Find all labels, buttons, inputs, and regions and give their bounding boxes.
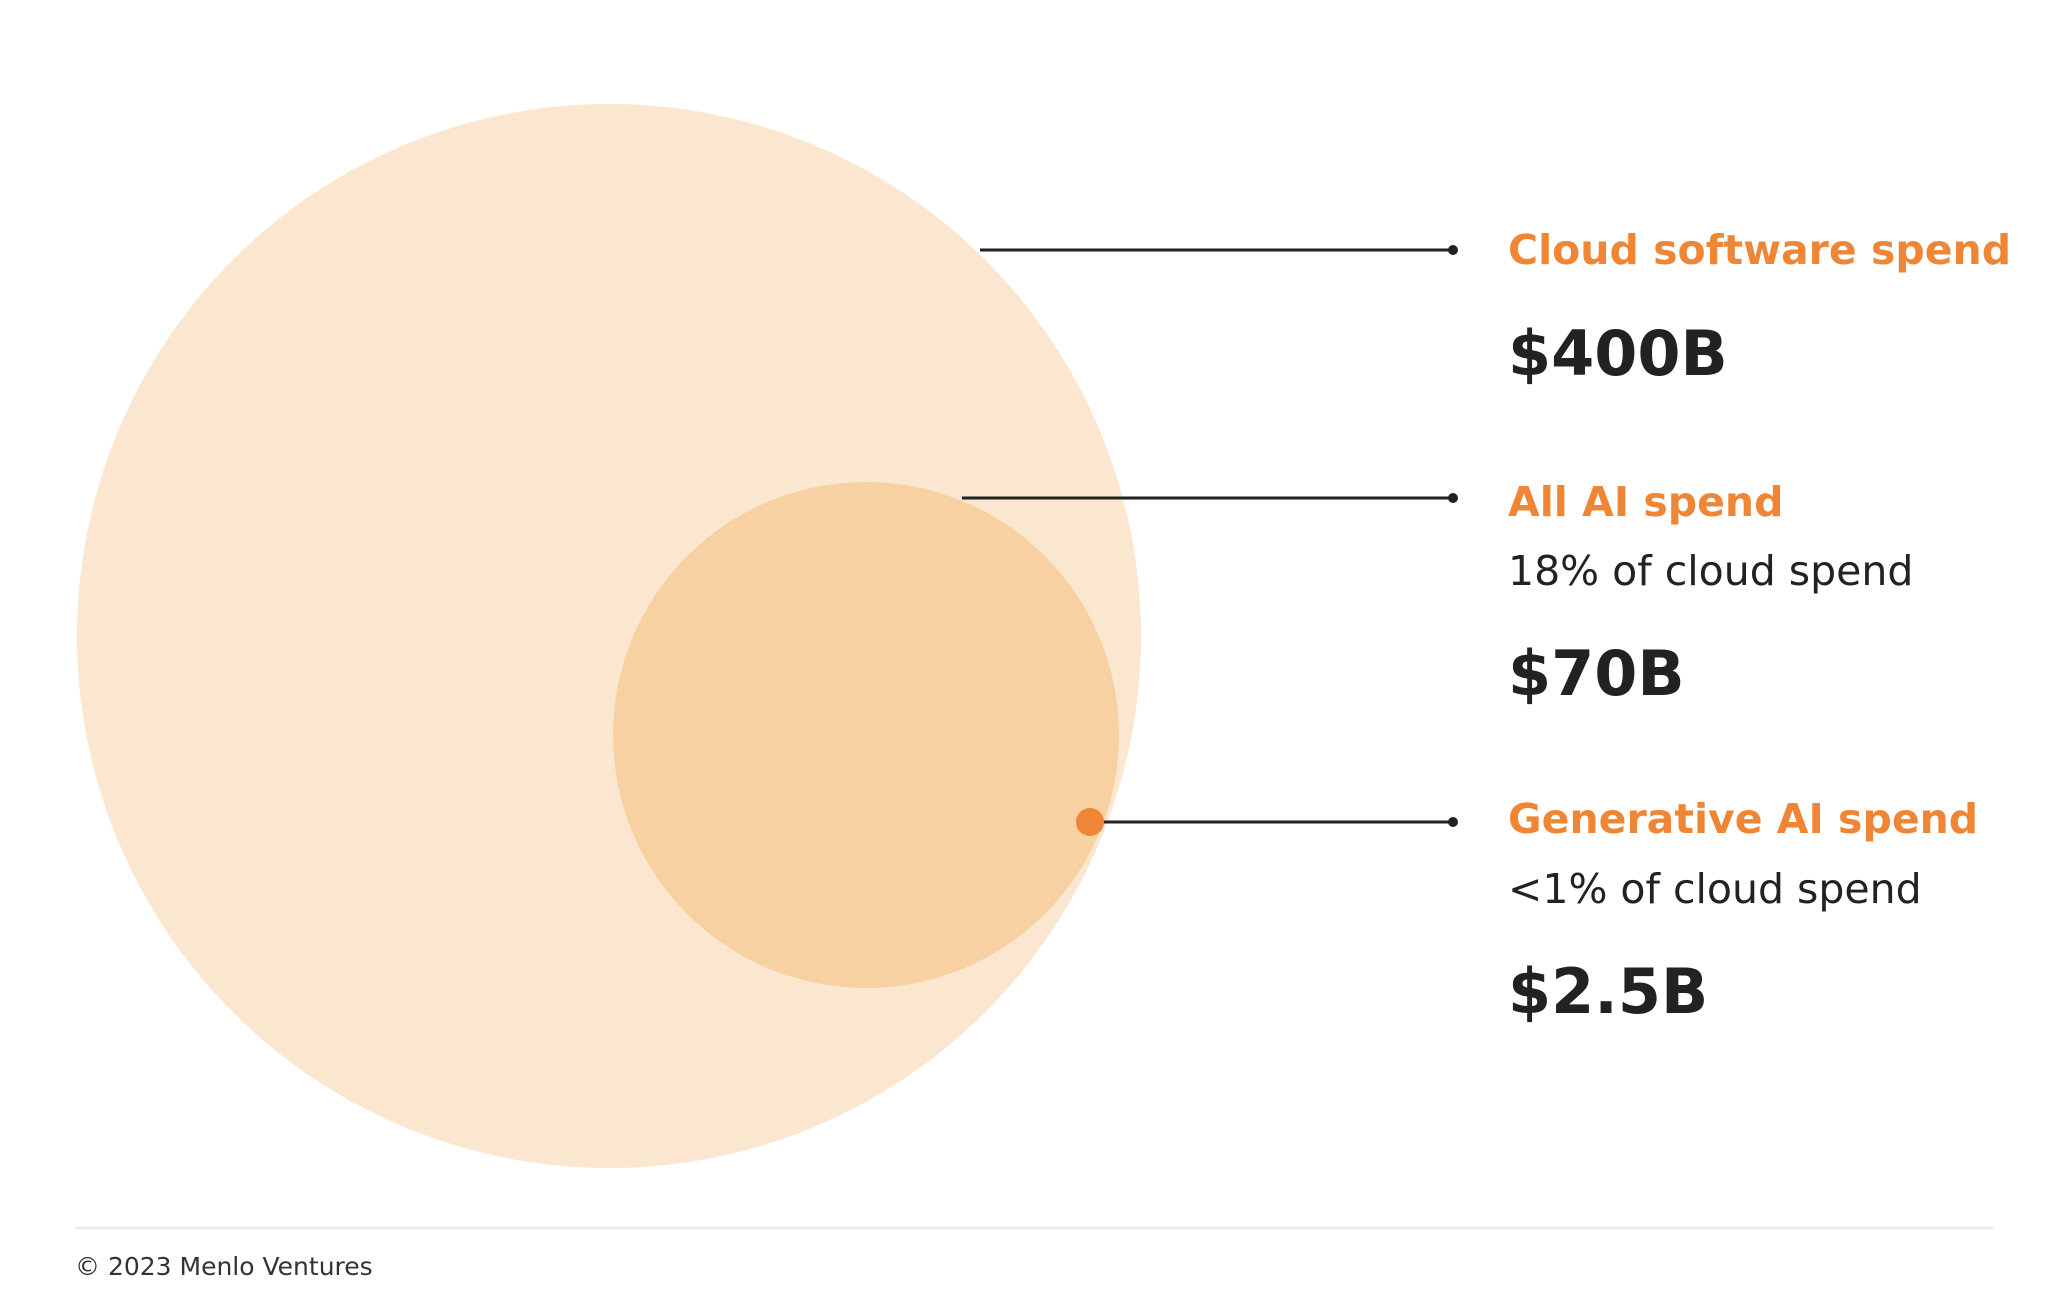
leader-line-cloud xyxy=(980,245,1458,255)
generative-ai-spend-subtitle: <1% of cloud spend xyxy=(1508,865,1922,913)
all-ai-spend-subtitle: 18% of cloud spend xyxy=(1508,547,1913,595)
all-ai-circle xyxy=(613,482,1119,988)
generative-ai-spend-value: $2.5B xyxy=(1508,955,1708,1028)
all-ai-spend-title: All AI spend xyxy=(1508,478,1783,526)
footer-copyright: © 2023 Menlo Ventures xyxy=(75,1252,373,1281)
leader-line-all-ai xyxy=(962,493,1458,503)
all-ai-spend-value: $70B xyxy=(1508,637,1685,710)
cloud-spend-title: Cloud software spend xyxy=(1508,226,2011,274)
generative-ai-marker xyxy=(1076,808,1104,836)
cloud-spend-value: $400B xyxy=(1508,317,1728,390)
leader-line-generative-ai xyxy=(1090,817,1458,827)
generative-ai-spend-title: Generative AI spend xyxy=(1508,795,1978,843)
